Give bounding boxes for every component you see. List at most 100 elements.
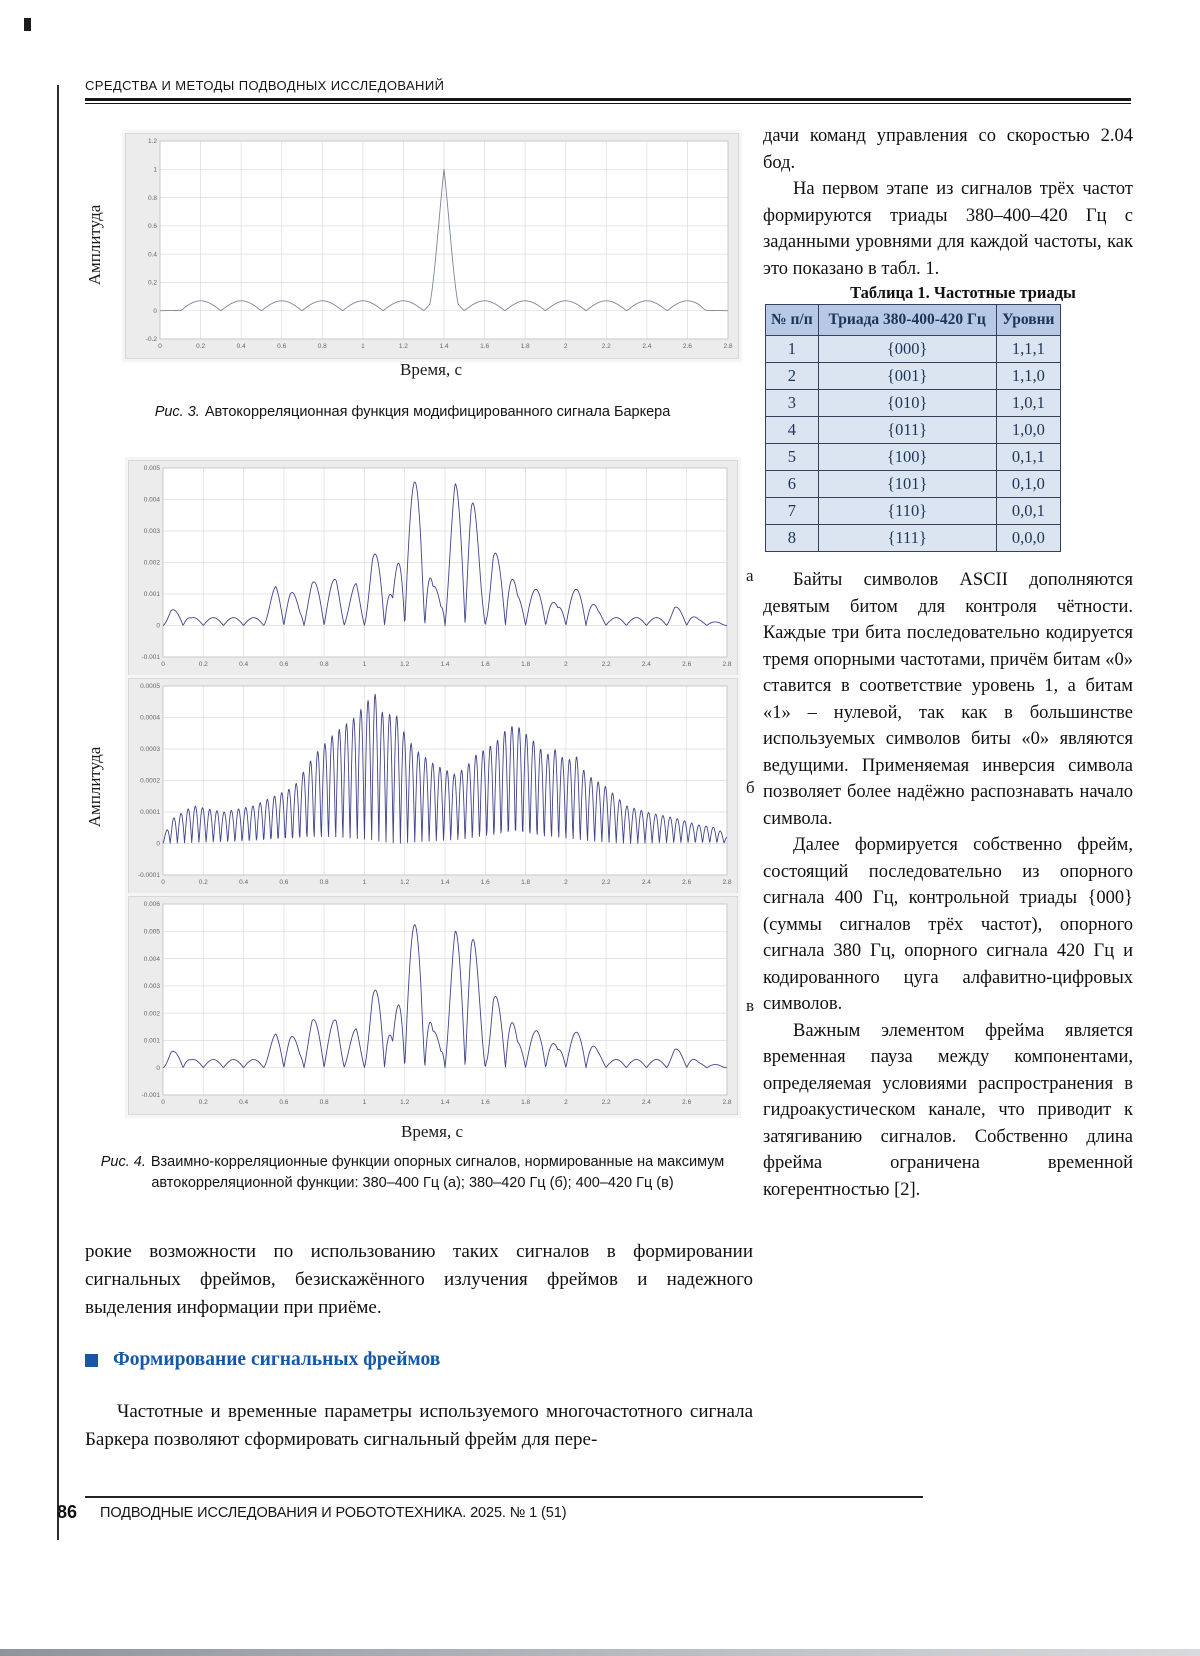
table-cell: {100} — [817, 443, 997, 471]
svg-text:1.2: 1.2 — [148, 138, 157, 145]
svg-text:2.6: 2.6 — [683, 343, 692, 350]
svg-text:0: 0 — [156, 841, 160, 848]
svg-text:-0.001: -0.001 — [142, 1092, 161, 1099]
svg-text:0: 0 — [161, 661, 165, 668]
table-cell: 7 — [765, 497, 819, 525]
table-cell: 5 — [765, 443, 819, 471]
svg-text:2.8: 2.8 — [722, 1099, 731, 1106]
table-cell: 3 — [765, 389, 819, 417]
svg-text:0.8: 0.8 — [320, 661, 329, 668]
svg-text:-0.001: -0.001 — [142, 654, 161, 661]
fig4-panel-label-v: в — [746, 996, 755, 1015]
table-header-cell: № п/п — [765, 304, 819, 336]
svg-text:1: 1 — [363, 879, 367, 886]
svg-text:1.8: 1.8 — [521, 1099, 530, 1106]
svg-text:0.005: 0.005 — [144, 929, 161, 936]
svg-text:0.003: 0.003 — [144, 528, 161, 535]
svg-text:0: 0 — [153, 308, 157, 315]
left-column-paragraph-1: рокие возможности по использованию таких… — [85, 1241, 753, 1318]
svg-text:1.8: 1.8 — [521, 879, 530, 886]
fig4-panel-label-a: а — [746, 566, 754, 585]
table-cell: 0,0,1 — [995, 497, 1062, 525]
footer-rule — [85, 1496, 923, 1498]
journal-footer-line: ПОДВОДНЫЕ ИССЛЕДОВАНИЯ И РОБОТОТЕХНИКА. … — [100, 1505, 567, 1521]
svg-text:2.2: 2.2 — [602, 661, 611, 668]
svg-text:2.6: 2.6 — [682, 661, 691, 668]
svg-text:0.6: 0.6 — [277, 343, 286, 350]
left-margin-rule — [57, 85, 59, 1540]
svg-text:0.2: 0.2 — [199, 879, 208, 886]
svg-text:1: 1 — [361, 343, 365, 350]
svg-text:0.4: 0.4 — [239, 1099, 248, 1106]
svg-text:2.2: 2.2 — [602, 879, 611, 886]
autocorrelation-chart: 0 0.2 0.4 0.6 0.8 1 1.2 1.4 1.6 1.8 2 2.2 2.4 2.6 2.8 -… — [125, 133, 739, 359]
right-paragraph-4: Далее формируется собственно фрейм, сост… — [763, 835, 1133, 1014]
fig4-panel-label-b: б — [746, 778, 755, 797]
svg-text:1: 1 — [363, 661, 367, 668]
svg-text:0.002: 0.002 — [144, 1010, 161, 1017]
svg-text:2.4: 2.4 — [642, 661, 651, 668]
svg-text:0.4: 0.4 — [239, 879, 248, 886]
table-cell: {111} — [817, 524, 997, 552]
svg-text:0.8: 0.8 — [320, 1099, 329, 1106]
left-column-paragraph-2: Частотные и временные параметры использу… — [85, 1401, 753, 1450]
svg-text:1.6: 1.6 — [481, 879, 490, 886]
svg-text:-0.2: -0.2 — [146, 336, 158, 343]
page-number: 86 — [57, 1502, 78, 1522]
svg-text:0.6: 0.6 — [279, 879, 288, 886]
fig4-y-axis-label: Амплитуда — [85, 746, 104, 828]
triad-table-body: 1 {000} 1,1,1 2 {001} 1,1,0 3 {010} 1,0,1 4 {011} 1… — [765, 335, 1062, 552]
table-cell: 0,1,1 — [995, 443, 1062, 471]
table-cell: 1 — [765, 335, 819, 363]
table-row: 2 {001} 1,1,0 — [765, 362, 1062, 390]
header-rule — [85, 98, 1131, 104]
section-heading: Формирование сигнальных фреймов — [85, 1349, 440, 1371]
svg-text:0.2: 0.2 — [148, 280, 157, 287]
table-title: Таблица 1. Частотные триады — [850, 283, 1076, 302]
table-row: 1 {000} 1,1,1 — [765, 335, 1062, 363]
table-cell: 1,0,0 — [995, 416, 1062, 444]
table-cell: 4 — [765, 416, 819, 444]
fig3-x-axis-label: Время, с — [399, 360, 462, 379]
crosscorrelation-chart-b: 0 0.2 0.4 0.6 0.8 1 1.2 1.4 1.6 1.8 2 2.2 2.4 2.6 2.8 -… — [128, 678, 738, 895]
fig3-y-axis-label: Амплитуда — [85, 204, 104, 286]
table-header-cell: Уровни — [995, 304, 1062, 336]
table-row: 6 {101} 0,1,0 — [765, 470, 1062, 498]
svg-text:0: 0 — [161, 1099, 165, 1106]
svg-text:0.2: 0.2 — [199, 1099, 208, 1106]
svg-text:1.8: 1.8 — [521, 661, 530, 668]
svg-text:0.6: 0.6 — [279, 1099, 288, 1106]
table-row: 5 {100} 0,1,1 — [765, 443, 1062, 471]
triad-table-head-row: № п/п Триада 380-400-420 Гц Уровни — [765, 304, 1062, 336]
svg-text:0.2: 0.2 — [199, 661, 208, 668]
svg-text:1.8: 1.8 — [521, 343, 530, 350]
svg-text:0.8: 0.8 — [320, 879, 329, 886]
svg-text:0.0003: 0.0003 — [140, 746, 160, 753]
svg-text:2.8: 2.8 — [722, 879, 731, 886]
table-cell: {000} — [817, 335, 997, 363]
svg-text:2: 2 — [564, 879, 568, 886]
table-cell: {110} — [817, 497, 997, 525]
svg-text:0.001: 0.001 — [144, 1038, 161, 1045]
figure3-caption-label: Рис. 3. — [154, 404, 200, 420]
table-cell: {010} — [817, 389, 997, 417]
right-column: дачи команд управления со скоростью 2.04… — [763, 123, 1133, 1203]
figure3-caption-text: Автокорреляционная функция модифицирован… — [204, 404, 671, 420]
svg-text:1.4: 1.4 — [440, 879, 449, 886]
svg-text:2.8: 2.8 — [723, 343, 732, 350]
svg-text:0.0004: 0.0004 — [140, 715, 160, 722]
svg-text:2.8: 2.8 — [722, 661, 731, 668]
table-cell: 8 — [765, 524, 819, 552]
svg-text:0.003: 0.003 — [144, 983, 161, 990]
table-cell: 0,1,0 — [995, 470, 1062, 498]
svg-text:1: 1 — [363, 1099, 367, 1106]
svg-text:2.2: 2.2 — [602, 343, 611, 350]
figure4-caption-label: Рис. 4. — [100, 1154, 146, 1170]
svg-text:0.0005: 0.0005 — [140, 683, 160, 690]
svg-text:0.0001: 0.0001 — [140, 809, 160, 816]
svg-text:1.4: 1.4 — [440, 661, 449, 668]
right-paragraph-3: Байты символов ASCII дополняются девятым… — [763, 570, 1133, 829]
svg-text:0: 0 — [156, 1065, 160, 1072]
svg-text:2: 2 — [564, 1099, 568, 1106]
